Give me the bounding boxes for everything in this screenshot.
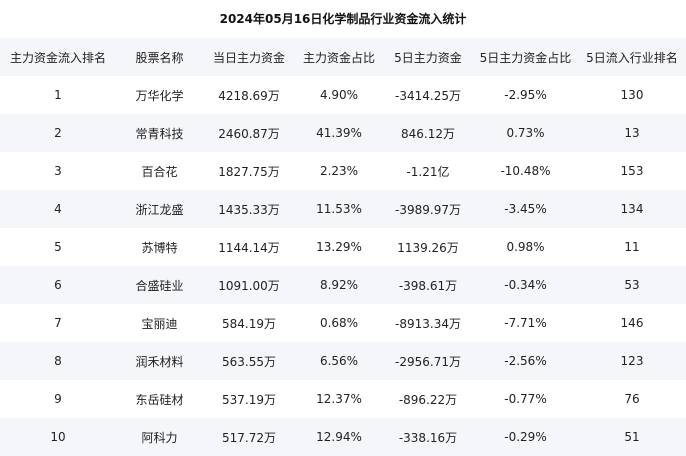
cell-rank: 1 bbox=[54, 88, 62, 102]
cell-main-fund-ratio: 12.37% bbox=[316, 392, 362, 406]
column-header-daily-main-fund: 当日主力资金 bbox=[212, 50, 285, 65]
table-row: 7 宝丽迪 584.19万 0.68% -8913.34万 -7.71% 146 bbox=[0, 304, 686, 342]
cell-5day-main-fund-ratio: -2.95% bbox=[504, 88, 547, 102]
cell-daily-main-fund: 537.19万 bbox=[222, 392, 276, 407]
cell-5day-industry-rank: 153 bbox=[620, 164, 644, 178]
table-row: 4 浙江龙盛 1435.33万 11.53% -3989.97万 -3.45% 134 bbox=[0, 190, 686, 228]
cell-rank: 5 bbox=[54, 240, 62, 254]
cell-5day-main-fund: 846.12万 bbox=[401, 126, 455, 141]
cell-5day-main-fund-ratio: -3.45% bbox=[504, 202, 547, 216]
cell-rank: 10 bbox=[50, 430, 66, 444]
cell-stock-name: 润禾材料 bbox=[135, 354, 184, 369]
table-row: 1 万华化学 4218.69万 4.90% -3414.25万 -2.95% 130 bbox=[0, 76, 686, 114]
cell-rank: 4 bbox=[54, 202, 62, 216]
cell-stock-name: 苏博特 bbox=[141, 240, 178, 255]
cell-daily-main-fund: 563.55万 bbox=[222, 354, 276, 369]
cell-5day-main-fund-ratio: 0.98% bbox=[506, 240, 545, 254]
cell-stock-name: 东岳硅材 bbox=[135, 392, 184, 407]
cell-stock-name: 常青科技 bbox=[135, 126, 184, 141]
cell-5day-main-fund: -1.21亿 bbox=[406, 164, 450, 179]
cell-5day-main-fund-ratio: -10.48% bbox=[500, 164, 551, 178]
column-header-main-fund-ratio: 主力资金占比 bbox=[302, 50, 375, 65]
cell-5day-main-fund-ratio: -2.56% bbox=[504, 354, 547, 368]
cell-5day-industry-rank: 130 bbox=[620, 88, 644, 102]
cell-5day-industry-rank: 51 bbox=[624, 430, 640, 444]
cell-5day-main-fund-ratio: -0.34% bbox=[504, 278, 547, 292]
fund-flow-table: 主力资金流入排名 股票名称 当日主力资金 主力资金占比 5日主力资金 5日主力资金占比 5日… bbox=[0, 38, 686, 456]
table-row: 2 常青科技 2460.87万 41.39% 846.12万 0.73% 13 bbox=[0, 114, 686, 152]
cell-rank: 6 bbox=[54, 278, 62, 292]
cell-daily-main-fund: 2460.87万 bbox=[218, 126, 280, 141]
cell-rank: 7 bbox=[54, 316, 62, 330]
cell-5day-industry-rank: 134 bbox=[620, 202, 644, 216]
cell-rank: 2 bbox=[54, 126, 62, 140]
cell-main-fund-ratio: 8.92% bbox=[319, 278, 359, 292]
cell-5day-industry-rank: 123 bbox=[620, 354, 644, 368]
cell-5day-industry-rank: 11 bbox=[624, 240, 640, 254]
cell-5day-main-fund: -2956.71万 bbox=[395, 354, 461, 369]
table-row: 6 合盛硅业 1091.00万 8.92% -398.61万 -0.34% 53 bbox=[0, 266, 686, 304]
cell-rank: 3 bbox=[54, 164, 62, 178]
cell-rank: 8 bbox=[54, 354, 62, 368]
cell-5day-main-fund: -8913.34万 bbox=[395, 316, 461, 331]
table-row: 8 润禾材料 563.55万 6.56% -2956.71万 -2.56% 123 bbox=[0, 342, 686, 380]
column-header-5day-main-fund-ratio: 5日主力资金占比 bbox=[479, 50, 572, 65]
cell-main-fund-ratio: 11.53% bbox=[316, 202, 362, 216]
column-header-stock-name: 股票名称 bbox=[135, 50, 184, 65]
cell-daily-main-fund: 517.72万 bbox=[222, 430, 276, 445]
cell-5day-main-fund: -3414.25万 bbox=[395, 88, 461, 103]
cell-main-fund-ratio: 13.29% bbox=[316, 240, 362, 254]
table-row: 9 东岳硅材 537.19万 12.37% -896.22万 -0.77% 76 bbox=[0, 380, 686, 418]
cell-stock-name: 浙江龙盛 bbox=[135, 202, 184, 217]
cell-5day-main-fund: -398.61万 bbox=[398, 278, 458, 293]
cell-5day-main-fund-ratio: -0.77% bbox=[504, 392, 547, 406]
cell-stock-name: 阿科力 bbox=[141, 430, 178, 445]
cell-main-fund-ratio: 12.94% bbox=[316, 430, 362, 444]
cell-daily-main-fund: 1144.14万 bbox=[218, 240, 280, 255]
header-row: 主力资金流入排名 股票名称 当日主力资金 主力资金占比 5日主力资金 5日主力资金占比 5日… bbox=[0, 38, 686, 76]
cell-main-fund-ratio: 4.90% bbox=[319, 88, 359, 102]
cell-stock-name: 万华化学 bbox=[135, 88, 184, 103]
cell-5day-industry-rank: 76 bbox=[624, 392, 640, 406]
cell-5day-main-fund-ratio: -0.29% bbox=[504, 430, 547, 444]
cell-5day-main-fund-ratio: 0.73% bbox=[506, 126, 545, 140]
cell-5day-main-fund: -338.16万 bbox=[398, 430, 458, 445]
table-row: 10 阿科力 517.72万 12.94% -338.16万 -0.29% 51 bbox=[0, 418, 686, 456]
cell-5day-industry-rank: 53 bbox=[624, 278, 640, 292]
cell-daily-main-fund: 1435.33万 bbox=[218, 202, 280, 217]
cell-5day-main-fund: 1139.26万 bbox=[397, 240, 459, 255]
column-header-5day-main-fund: 5日主力资金 bbox=[394, 50, 462, 65]
cell-5day-main-fund: -896.22万 bbox=[398, 392, 458, 407]
cell-rank: 9 bbox=[54, 392, 62, 406]
cell-5day-industry-rank: 146 bbox=[620, 316, 644, 330]
table-row: 3 百合花 1827.75万 2.23% -1.21亿 -10.48% 153 bbox=[0, 152, 686, 190]
table-body: 1 万华化学 4218.69万 4.90% -3414.25万 -2.95% 130 2 常青科… bbox=[0, 76, 686, 456]
cell-main-fund-ratio: 6.56% bbox=[319, 354, 359, 368]
cell-daily-main-fund: 4218.69万 bbox=[218, 88, 280, 103]
cell-main-fund-ratio: 0.68% bbox=[319, 316, 359, 330]
cell-stock-name: 合盛硅业 bbox=[135, 278, 184, 293]
column-header-rank: 主力资金流入排名 bbox=[9, 50, 106, 65]
cell-daily-main-fund: 1091.00万 bbox=[218, 278, 280, 293]
cell-main-fund-ratio: 41.39% bbox=[316, 126, 362, 140]
table-row: 5 苏博特 1144.14万 13.29% 1139.26万 0.98% 11 bbox=[0, 228, 686, 266]
cell-main-fund-ratio: 2.23% bbox=[319, 164, 359, 178]
cell-5day-main-fund: -3989.97万 bbox=[395, 202, 461, 217]
cell-daily-main-fund: 1827.75万 bbox=[218, 164, 280, 179]
cell-5day-main-fund-ratio: -7.71% bbox=[504, 316, 547, 330]
table-title: 2024年05月16日化学制品行业资金流入统计 bbox=[219, 12, 467, 26]
cell-stock-name: 百合花 bbox=[141, 164, 178, 179]
cell-5day-industry-rank: 13 bbox=[624, 126, 640, 140]
column-header-5day-industry-rank: 5日流入行业排名 bbox=[586, 50, 678, 65]
cell-stock-name: 宝丽迪 bbox=[141, 316, 178, 331]
cell-daily-main-fund: 584.19万 bbox=[222, 316, 276, 331]
